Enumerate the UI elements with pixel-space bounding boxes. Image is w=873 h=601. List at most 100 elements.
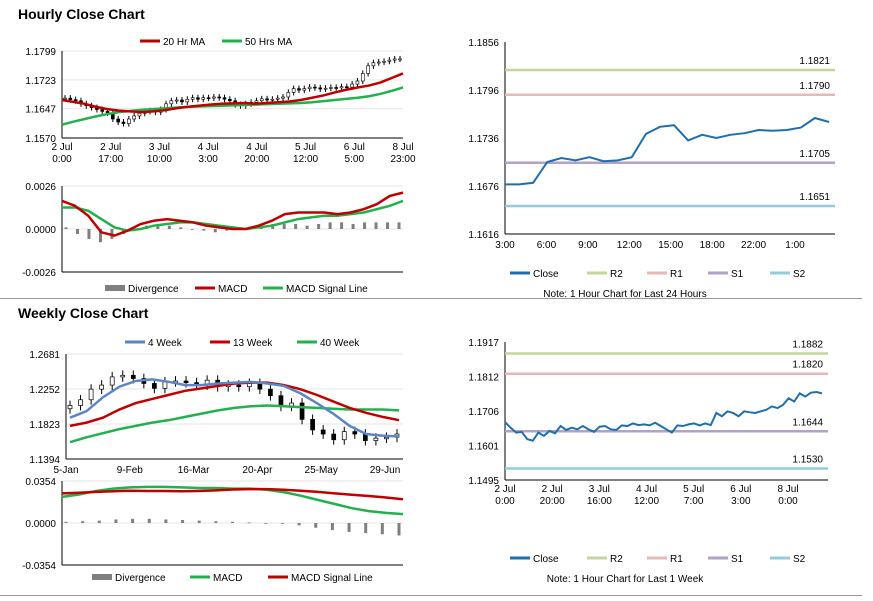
x-tick-label: 0:00: [52, 154, 72, 165]
candle-body: [217, 96, 222, 99]
candle-body: [127, 118, 131, 124]
y-tick-label: 1.1723: [25, 76, 56, 87]
candle-body: [268, 388, 273, 397]
y-tick-label: 1.2681: [29, 350, 60, 361]
x-tick-label: 3:00: [198, 154, 218, 165]
candle-body: [212, 96, 216, 99]
divergence-bar: [156, 224, 160, 229]
y-tick-label: 1.1796: [468, 86, 499, 97]
divergence-bar: [87, 229, 91, 239]
candle-body: [196, 97, 200, 100]
legend-label: Close: [533, 554, 559, 565]
week40-line: [69, 404, 400, 444]
y-tick-label: -0.0354: [22, 561, 56, 572]
y-tick-label: 1.1823: [29, 420, 60, 431]
section-divider: [0, 298, 862, 299]
x-tick-label: 10:00: [147, 154, 172, 165]
weekly-close-1w-chart: 1.1917 1.1812 1.1706 1.1601 1.1495 1.1882 1.18…: [468, 338, 828, 585]
hourly-macd-chart: 0.0026 0.0000 -0.0026 Divergence MACD MACD Si…: [22, 182, 404, 295]
candle-body: [116, 118, 120, 123]
x-tick-label: 18:00: [700, 240, 725, 251]
close-line: [504, 391, 823, 442]
divergence-bar: [98, 229, 102, 243]
legend-label: S1: [731, 554, 744, 565]
candle-body: [341, 431, 347, 441]
x-tick-label: 3 Jul: [589, 484, 610, 495]
x-tick-label: 9:00: [578, 240, 598, 251]
level-label-s1: 1.1705: [799, 149, 830, 160]
divergence-bar: [164, 519, 168, 523]
candle-body: [180, 99, 184, 103]
candle-body: [387, 59, 392, 62]
x-tick-label: 8 Jul: [777, 484, 798, 495]
candle-body: [121, 121, 126, 124]
x-tick-label: 6 Jul: [730, 484, 751, 495]
x-tick-label: 9-Feb: [117, 465, 144, 476]
x-tick-label: 5 Jul: [295, 142, 316, 153]
divergence-bar: [181, 520, 185, 523]
x-tick-label: 29-Jun: [370, 465, 401, 476]
ma50-line: [61, 86, 404, 126]
candle-body: [366, 65, 370, 74]
hourly-close-24h-chart: 1.1856 1.1796 1.1736 1.1676 1.1616 1.1821 1.17…: [468, 38, 835, 300]
x-tick-label: 3 Jul: [149, 142, 170, 153]
divergence-bar: [380, 523, 384, 535]
candle-body: [254, 100, 259, 103]
x-tick-label: 3:00: [495, 240, 515, 251]
y-tick-label: 0.0000: [25, 225, 56, 236]
x-tick-label: 1:00: [785, 240, 805, 251]
candle-body: [228, 98, 232, 102]
macd-line: [61, 191, 404, 237]
divergence-bar: [330, 523, 334, 531]
candle-body: [360, 73, 365, 82]
candle-body: [398, 58, 402, 61]
divergence-bar: [231, 521, 234, 523]
divergence-bar: [197, 520, 201, 523]
divergence-bar: [280, 523, 284, 524]
candle-body: [371, 62, 376, 67]
divergence-bar: [225, 229, 229, 231]
candle-body: [376, 61, 381, 64]
candle-body: [222, 97, 227, 100]
candle-body: [137, 113, 142, 117]
y-tick-label: 0.0354: [25, 477, 56, 488]
chart-note: Note: 1 Hour Chart for Last 1 Week: [547, 574, 705, 585]
level-label-s1: 1.1644: [792, 417, 823, 428]
divergence-bar: [314, 523, 318, 528]
x-tick-label: 7:00: [684, 496, 704, 507]
y-tick-label: 1.1394: [29, 455, 60, 466]
y-tick-label: 1.1706: [468, 407, 499, 418]
candle-body: [275, 97, 280, 100]
x-tick-label: 2 Jul: [100, 142, 121, 153]
candle-body: [281, 96, 285, 99]
legend-label: MACD: [218, 284, 247, 295]
legend-label: 4 Week: [148, 338, 183, 349]
y-tick-label: 1.1647: [25, 105, 56, 116]
candle-body: [345, 86, 349, 89]
y-tick-label: 1.1570: [25, 134, 56, 145]
candle-body: [169, 100, 174, 105]
level-label-r1: 1.1820: [792, 360, 823, 371]
bottom-divider: [0, 595, 862, 596]
candle-body: [68, 97, 73, 100]
divergence-bar: [247, 522, 251, 524]
candle-body: [162, 381, 168, 389]
divergence-bar: [81, 521, 85, 523]
x-tick-label: 25-May: [305, 465, 338, 476]
y-tick-label: 0.0000: [25, 519, 56, 530]
candle-body: [185, 98, 190, 103]
candle-body: [270, 98, 275, 101]
y-tick-label: 1.1917: [468, 338, 499, 349]
x-tick-label: 6 Jul: [344, 142, 365, 153]
divergence-bar: [305, 225, 309, 229]
x-tick-label: 12:00: [617, 240, 642, 251]
x-tick-label: 22:00: [741, 240, 766, 251]
candle-body: [302, 88, 307, 91]
divergence-bar: [386, 222, 390, 229]
divergence-bar: [340, 222, 344, 229]
y-tick-label: 1.1601: [468, 442, 499, 453]
candle-body: [100, 109, 105, 112]
candle-body: [299, 402, 305, 420]
hourly-price-chart: 20 Hr MA 50 Hrs MA 1.1799 1.1723 1.1647 1.157…: [25, 37, 416, 165]
candle-body: [318, 87, 323, 90]
